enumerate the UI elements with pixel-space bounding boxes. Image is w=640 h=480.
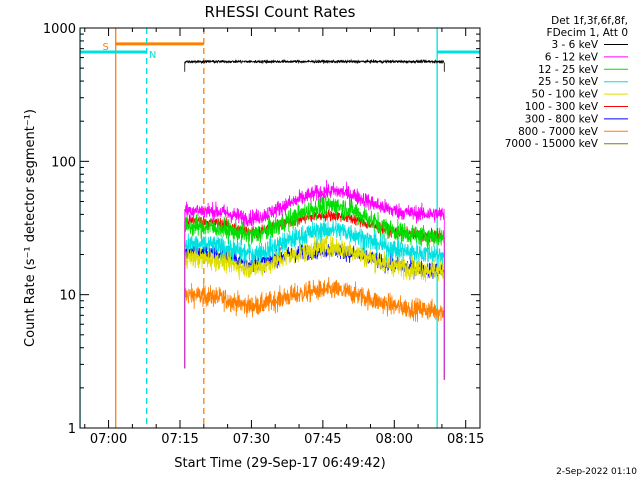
- series-line-800-7000kev: [184, 277, 445, 380]
- x-tick-label: 08:00: [376, 432, 413, 447]
- night-label: N: [149, 50, 156, 61]
- y-tick-label: 1000: [43, 22, 76, 37]
- series-line-25-50kev: [184, 218, 445, 380]
- legend-label: 6 - 12 keV: [545, 51, 599, 63]
- x-axis-label: Start Time (29-Sep-17 06:49:42): [174, 456, 385, 471]
- x-tick-label: 08:15: [447, 432, 484, 447]
- y-tick-label: 10: [59, 289, 76, 304]
- y-axis-label: Count Rate (s⁻¹ detector segment⁻¹): [23, 109, 38, 347]
- legend-label: 12 - 25 keV: [538, 64, 599, 76]
- x-tick-label: 07:45: [304, 432, 341, 447]
- series-layer: [184, 58, 445, 380]
- series-line-6-12kev: [184, 179, 445, 380]
- orbit-markers: SN: [80, 28, 480, 428]
- y-tick-label: 100: [51, 155, 76, 170]
- x-tick-label: 07:30: [233, 432, 270, 447]
- series-line-3-6kev: [184, 58, 445, 72]
- x-tick-label: 07:15: [161, 432, 198, 447]
- footer-timestamp: 2-Sep-2022 01:10: [556, 467, 637, 477]
- legend-label: 800 - 7000 keV: [518, 126, 599, 138]
- y-tick-label: 1: [68, 422, 76, 437]
- series-line-50-100kev: [184, 235, 445, 380]
- chart-title: RHESSI Count Rates: [205, 3, 356, 21]
- legend-label: 50 - 100 keV: [531, 89, 598, 101]
- saa-label: S: [103, 42, 109, 53]
- legend-label: 100 - 300 keV: [525, 101, 599, 113]
- axes: 07:00 07:15 07:30 07:45 08:00 08:15 1 10 100 1000: [43, 22, 485, 447]
- series-line-12-25kev: [184, 194, 445, 380]
- legend-header: Det 1f,3f,6f,8f,: [551, 15, 628, 27]
- legend-label: 3 - 6 keV: [551, 39, 598, 51]
- legend-label: 7000 - 15000 keV: [505, 138, 599, 150]
- legend-header: FDecim 1, Att 0: [547, 27, 628, 39]
- x-tick-label: 07:00: [90, 432, 127, 447]
- legend-label: 300 - 800 keV: [525, 113, 599, 125]
- legend: Det 1f,3f,6f,8f,FDecim 1, Att 03 - 6 keV…: [505, 15, 628, 150]
- plot-frame: [79, 27, 481, 429]
- legend-label: 25 - 50 keV: [538, 76, 599, 88]
